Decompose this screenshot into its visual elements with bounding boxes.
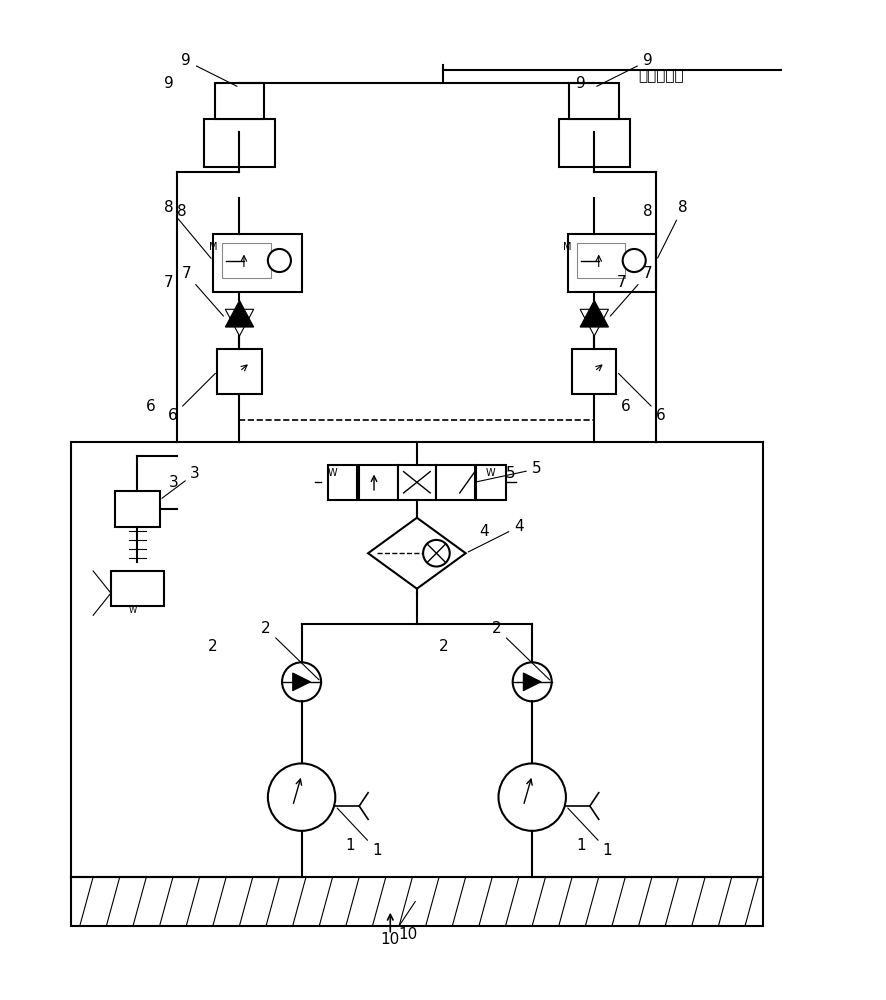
Circle shape	[268, 249, 291, 272]
Text: 10: 10	[398, 927, 417, 942]
Text: 1: 1	[567, 808, 611, 858]
Bar	[214, 83, 264, 119]
Text: 3: 3	[162, 466, 199, 498]
Text: 2: 2	[439, 639, 447, 654]
Text: 8: 8	[642, 204, 652, 219]
Bar	[71, 877, 762, 926]
Bar	[558, 119, 629, 167]
Circle shape	[220, 352, 259, 391]
Text: 4: 4	[468, 519, 523, 552]
Polygon shape	[523, 673, 540, 691]
Bar	[571, 349, 616, 394]
Text: 8: 8	[657, 200, 687, 258]
Bar	[476, 465, 505, 500]
Polygon shape	[292, 673, 310, 691]
Text: 10: 10	[380, 901, 415, 947]
Circle shape	[423, 540, 449, 567]
Text: 2: 2	[208, 639, 217, 654]
Text: 1: 1	[337, 808, 381, 858]
Bar	[217, 349, 261, 394]
Bar	[222, 243, 270, 278]
Bar	[397, 465, 436, 500]
Bar	[569, 83, 618, 119]
Text: 6: 6	[146, 399, 155, 414]
Text: 9: 9	[596, 53, 651, 86]
Text: W: W	[128, 606, 137, 615]
Text: 5: 5	[477, 461, 540, 482]
Circle shape	[622, 249, 645, 272]
Text: 4: 4	[478, 524, 488, 539]
Bar	[213, 234, 301, 292]
Text: 7: 7	[164, 275, 173, 290]
Text: 至中压系统: 至中压系统	[638, 69, 683, 84]
Text: 7: 7	[182, 266, 223, 316]
Text: W: W	[328, 468, 337, 478]
Polygon shape	[225, 300, 253, 327]
Text: 2: 2	[492, 621, 549, 680]
Circle shape	[268, 763, 335, 831]
Bar	[204, 119, 275, 167]
Circle shape	[574, 352, 613, 391]
Text: W: W	[486, 468, 494, 478]
Text: M: M	[208, 242, 217, 252]
Text: 9: 9	[182, 53, 237, 86]
Bar	[111, 571, 164, 606]
Bar	[567, 234, 656, 292]
Circle shape	[512, 662, 551, 701]
Text: 5: 5	[505, 466, 515, 481]
Text: 3: 3	[168, 475, 178, 490]
Text: 2: 2	[261, 621, 319, 680]
Polygon shape	[579, 300, 608, 327]
Text: 7: 7	[610, 266, 651, 316]
Bar	[115, 491, 159, 527]
Bar	[328, 465, 357, 500]
Text: 1: 1	[346, 838, 354, 853]
Text: 6: 6	[620, 399, 630, 414]
Bar	[576, 243, 625, 278]
Bar	[359, 465, 397, 500]
Text: 9: 9	[164, 76, 173, 91]
Bar	[436, 465, 474, 500]
Text: 6: 6	[168, 373, 215, 423]
Text: M: M	[563, 242, 571, 252]
Text: 9: 9	[576, 76, 585, 91]
Circle shape	[282, 662, 321, 701]
Circle shape	[498, 763, 565, 831]
Text: 8: 8	[177, 204, 186, 219]
Text: 8: 8	[164, 200, 211, 258]
Text: 6: 6	[618, 373, 664, 423]
Text: 1: 1	[576, 838, 585, 853]
Text: 7: 7	[616, 275, 626, 290]
